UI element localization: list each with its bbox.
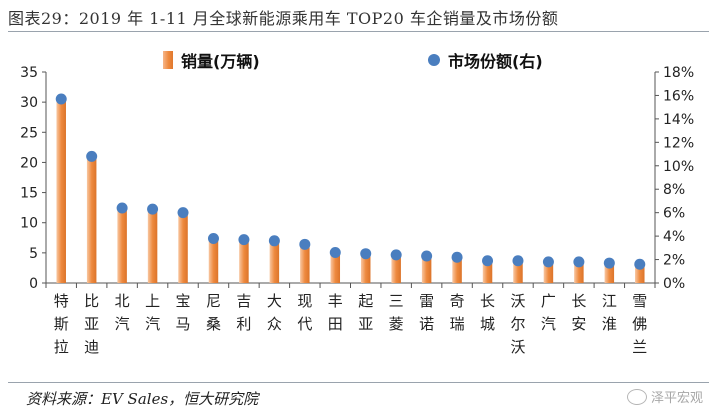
bar-特斯拉 — [56, 99, 66, 283]
share-dot-比亚迪 — [86, 150, 98, 162]
share-dot-长安 — [573, 256, 585, 268]
share-dot-尼桑 — [207, 232, 219, 244]
axes-group: 0 5 10 15 20 25 30 35 0% 2% 4% 6% 8% 10% 12% 14% 16% 18% — [20, 65, 694, 292]
category-label: 雪佛兰 — [632, 292, 647, 356]
left-tick-label: 10 — [20, 216, 38, 232]
category-label: 特斯拉 — [54, 292, 69, 356]
category-label: 三菱 — [389, 292, 404, 333]
legend-share-label: 市场份额(右) — [448, 52, 543, 71]
wechat-icon — [626, 388, 647, 405]
chart-title: 图表29：2019 年 1-11 月全球新能源乘用车 TOP20 车企销量及市场… — [8, 9, 559, 28]
right-tick-label: 10% — [663, 159, 694, 175]
right-tick-label: 2% — [663, 253, 685, 269]
category-label: 江淮 — [602, 292, 617, 333]
share-dot-三菱 — [390, 249, 402, 261]
left-tick-label: 35 — [20, 65, 38, 81]
category-label: 现代 — [297, 292, 312, 333]
category-label: 宝马 — [176, 292, 191, 333]
share-dot-大众 — [268, 235, 280, 247]
category-label: 吉利 — [236, 292, 251, 333]
right-tick-label: 12% — [663, 135, 694, 151]
left-tick-label: 30 — [20, 95, 38, 111]
dots-group — [55, 93, 646, 270]
left-tick-label: 20 — [20, 155, 38, 171]
watermark: 泽平宏观 — [626, 387, 703, 406]
right-tick-label: 4% — [663, 229, 685, 245]
right-tick-label: 18% — [663, 65, 694, 81]
bar-尼桑 — [208, 237, 219, 283]
bar-宝马 — [178, 212, 188, 283]
left-tick-label: 0 — [29, 276, 38, 292]
share-dot-长城 — [482, 255, 494, 267]
category-label: 大众 — [267, 292, 282, 333]
category-label: 雷诺 — [419, 292, 434, 333]
right-tick-label: 14% — [663, 112, 694, 128]
bar-丰田 — [330, 251, 341, 283]
category-label: 比亚迪 — [84, 292, 99, 356]
bar-沃尔沃 — [513, 260, 523, 283]
category-label: 丰田 — [328, 292, 343, 333]
bar-长城 — [482, 260, 493, 283]
title-divider — [8, 31, 709, 32]
share-dot-北汽 — [116, 202, 128, 214]
source-note: 资料来源：EV Sales，恒大研究院 — [26, 390, 259, 408]
bar-雪佛兰 — [635, 263, 645, 283]
category-label: 北汽 — [115, 292, 130, 333]
share-dot-江淮 — [603, 257, 615, 269]
category-label: 长城 — [480, 292, 495, 333]
bar-三菱 — [391, 254, 401, 283]
share-dot-现代 — [299, 238, 311, 250]
bar-长安 — [574, 261, 584, 283]
bar-江淮 — [604, 263, 615, 283]
bar-奇瑞 — [452, 256, 462, 283]
left-tick-label: 25 — [20, 125, 38, 141]
category-label: 长安 — [571, 292, 586, 333]
share-dot-起亚 — [360, 248, 372, 260]
bar-比亚迪 — [86, 156, 97, 283]
category-label: 广汽 — [541, 292, 556, 333]
watermark-label: 泽平宏观 — [650, 391, 703, 406]
category-label: 上汽 — [145, 292, 160, 333]
legend-share: 市场份额(右) — [428, 48, 543, 72]
bar-上汽 — [147, 208, 158, 283]
bar-雷诺 — [421, 255, 432, 283]
bar-起亚 — [360, 252, 371, 283]
left-tick-label: 5 — [29, 246, 38, 262]
legend-bar-swatch — [163, 51, 173, 69]
share-dot-广汽 — [542, 256, 554, 268]
share-dot-吉利 — [238, 234, 250, 246]
share-dot-雷诺 — [421, 250, 433, 262]
share-dot-奇瑞 — [451, 251, 463, 263]
category-label: 尼桑 — [206, 292, 221, 333]
legend-dot-swatch — [428, 54, 440, 66]
bars-group — [56, 99, 645, 283]
category-label: 起亚 — [358, 292, 373, 333]
share-dot-沃尔沃 — [512, 255, 524, 267]
bar-吉利 — [239, 238, 249, 283]
category-label: 奇瑞 — [450, 292, 465, 333]
share-dot-上汽 — [147, 203, 159, 215]
right-tick-label: 0% — [663, 276, 685, 292]
share-dot-丰田 — [329, 247, 341, 259]
right-tick-label: 8% — [663, 182, 685, 198]
share-dot-雪佛兰 — [634, 258, 646, 270]
bar-现代 — [300, 243, 310, 283]
right-tick-label: 6% — [663, 206, 685, 222]
footer-divider — [8, 382, 709, 383]
bar-北汽 — [117, 207, 127, 283]
category-label: 沃尔沃 — [510, 292, 525, 356]
right-tick-label: 16% — [663, 88, 694, 104]
share-dot-宝马 — [177, 207, 189, 219]
bar-广汽 — [543, 261, 554, 283]
left-tick-label: 15 — [20, 186, 38, 202]
share-dot-特斯拉 — [55, 93, 67, 105]
legend-sales-label: 销量(万辆) — [181, 52, 260, 71]
bar-大众 — [269, 240, 280, 283]
legend-sales: 销量(万辆) — [163, 48, 260, 72]
